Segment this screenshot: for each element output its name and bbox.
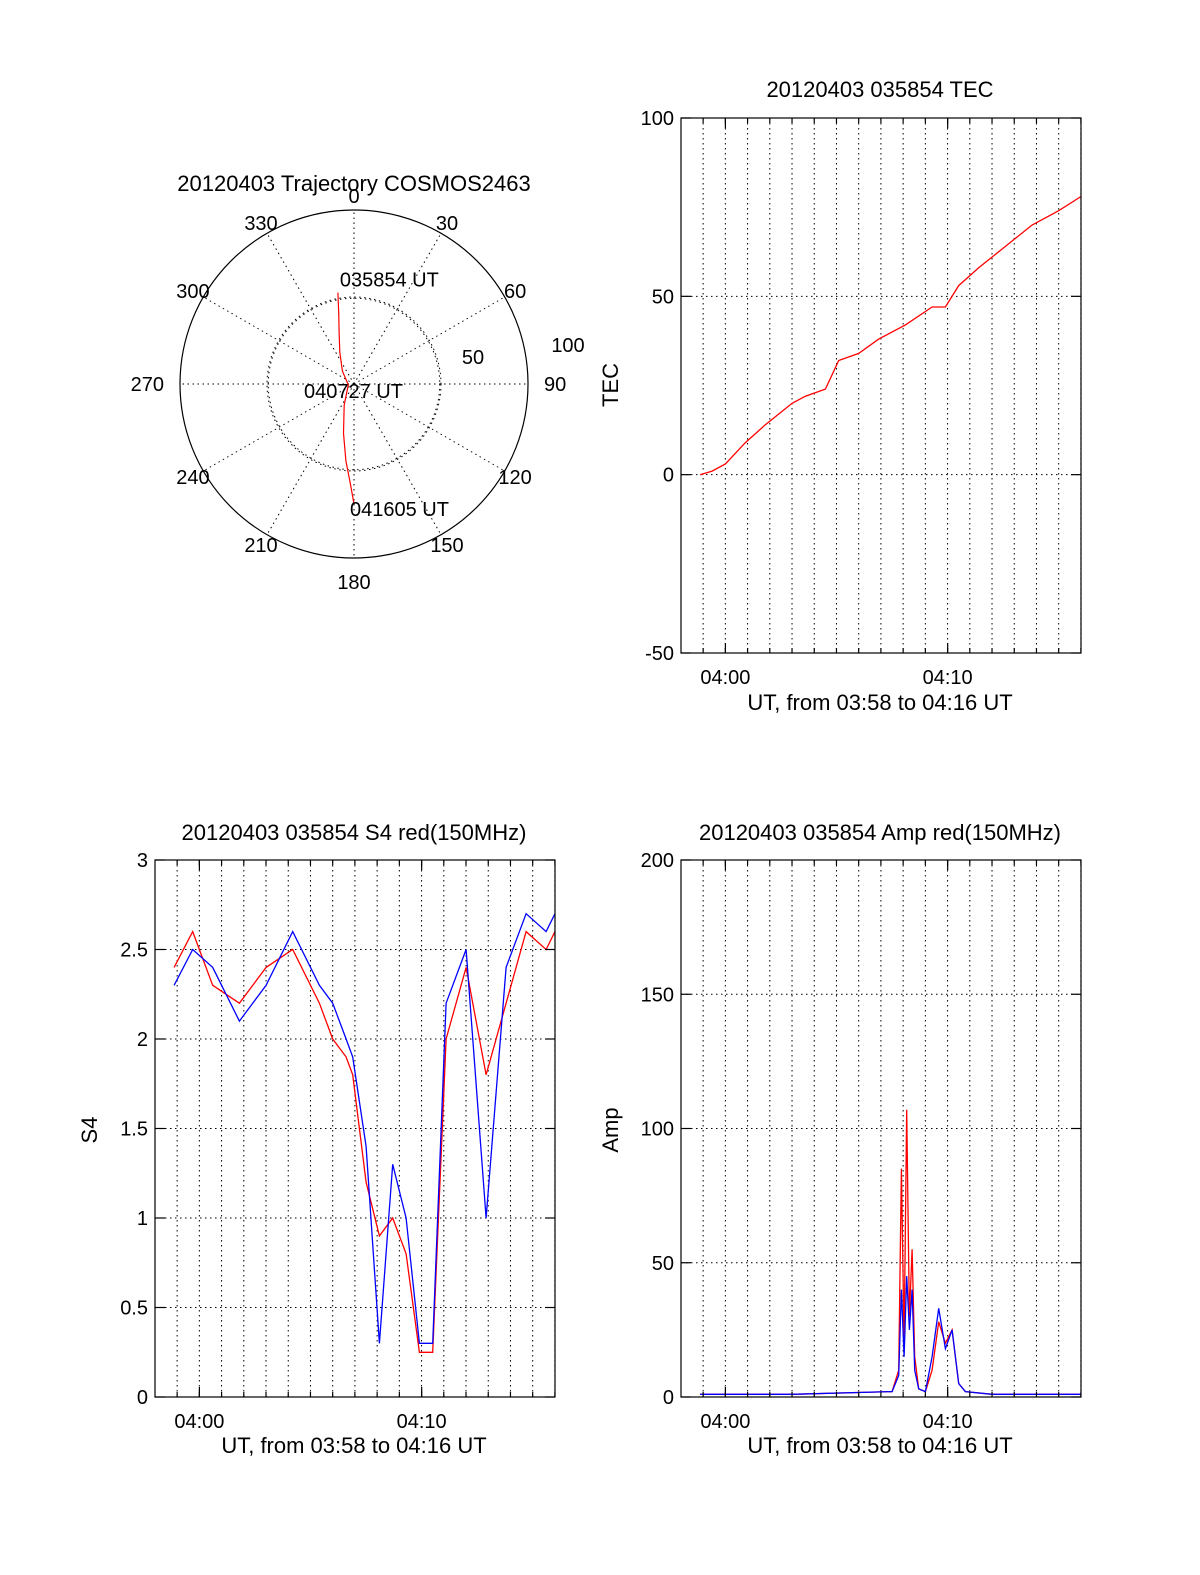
polar-labels: 0 30 60 90 120 150 180 210 240 270 300 330 50 100 <box>131 186 585 594</box>
polar-outer-ring <box>179 209 529 559</box>
s4-series-line-1 <box>173 912 556 1344</box>
tec-panel: 20120403 035854 TEC 04:00 04:10-50050100 … <box>598 77 1082 715</box>
amp-xlabel: UT, from 03:58 to 04:16 UT <box>747 1433 1012 1458</box>
azimuth-label: 240 <box>176 467 209 489</box>
tec-ytick-label: -50 <box>645 643 674 665</box>
s4-panel: 20120403 035854 S4 red(150MHz) 04:00 04:1… <box>77 820 556 1458</box>
amp-title: 20120403 035854 Amp red(150MHz) <box>699 820 1061 845</box>
amp-ytick-label: 0 <box>663 1387 674 1409</box>
azimuth-label: 180 <box>337 572 370 594</box>
s4-series <box>173 912 556 1353</box>
amp-panel: 20120403 035854 Amp red(150MHz) 04:00 04:… <box>598 820 1082 1458</box>
radial-label: 100 <box>551 335 584 357</box>
azimuth-label: 300 <box>176 281 209 303</box>
s4-ytick-label: 0.5 <box>120 1298 148 1320</box>
s4-xlabel: UT, from 03:58 to 04:16 UT <box>221 1433 486 1458</box>
tec-xtick-label: 04:00 <box>700 667 750 689</box>
s4-series-line-0 <box>173 930 556 1353</box>
amp-series-line-1 <box>700 1276 1081 1395</box>
s4-ticks: 04:00 04:10 0 0.5 1 1.5 2 2.5 3 <box>120 850 556 1433</box>
azimuth-label: 330 <box>244 213 277 235</box>
amp-ytick-label: 150 <box>641 984 674 1006</box>
polar-spoke <box>353 233 442 385</box>
amp-series-line-0 <box>700 1109 1081 1395</box>
polar-ring <box>266 296 442 472</box>
polar-spoke <box>353 383 442 535</box>
tec-grid <box>681 117 1082 654</box>
azimuth-label: 0 <box>348 186 359 208</box>
tec-title: 20120403 035854 TEC <box>766 77 993 102</box>
azimuth-label: 60 <box>504 281 526 303</box>
s4-ytick-label: 1 <box>137 1208 148 1230</box>
tec-ylabel: TEC <box>598 363 623 407</box>
polar-spoke <box>266 383 355 535</box>
trajectory-line <box>337 292 355 505</box>
polar-spoke <box>203 296 355 385</box>
amp-ytick-label: 100 <box>641 1119 674 1141</box>
tec-ytick-label: 0 <box>663 465 674 487</box>
tec-xtick-label: 04:10 <box>923 667 973 689</box>
s4-ytick-label: 2 <box>137 1029 148 1051</box>
s4-ytick-label: 3 <box>137 850 148 872</box>
azimuth-label: 270 <box>131 374 164 396</box>
azimuth-label: 90 <box>544 374 566 396</box>
s4-xtick-label: 04:00 <box>174 1411 224 1433</box>
s4-ytick-label: 0 <box>137 1387 148 1409</box>
tec-ytick-label: 100 <box>641 108 674 130</box>
amp-series <box>700 1109 1081 1395</box>
polar-grid <box>180 210 528 558</box>
radial-label: 50 <box>462 347 484 369</box>
s4-ytick-label: 2.5 <box>120 940 148 962</box>
azimuth-label: 30 <box>436 213 458 235</box>
trajectory-annotation: 040727 UT <box>304 381 403 403</box>
tec-ytick-label: 50 <box>652 286 674 308</box>
polar-panel: 20120403 Trajectory COSMOS2463 0 30 60 90 12… <box>131 171 585 594</box>
tec-series <box>699 195 1082 476</box>
trajectory-annotation: 035854 UT <box>340 270 439 292</box>
s4-ytick-label: 1.5 <box>120 1119 148 1141</box>
azimuth-label: 120 <box>498 467 531 489</box>
amp-xtick-label: 04:00 <box>700 1411 750 1433</box>
polar-ring <box>267 297 441 471</box>
polar-spoke <box>203 383 355 472</box>
trajectory-annotation: 041605 UT <box>350 499 449 521</box>
amp-ytick-label: 200 <box>641 850 674 872</box>
azimuth-label: 150 <box>430 535 463 557</box>
polar-spoke <box>353 296 505 385</box>
tec-series-line-0 <box>699 195 1082 476</box>
amp-xtick-label: 04:10 <box>923 1411 973 1433</box>
polar-spoke <box>353 383 505 472</box>
s4-grid <box>155 859 556 1398</box>
amp-ytick-label: 50 <box>652 1253 674 1275</box>
s4-xtick-label: 04:10 <box>397 1411 447 1433</box>
s4-title: 20120403 035854 S4 red(150MHz) <box>182 820 527 845</box>
azimuth-label: 210 <box>244 535 277 557</box>
tec-xlabel: UT, from 03:58 to 04:16 UT <box>747 690 1012 715</box>
polar-title: 20120403 Trajectory COSMOS2463 <box>177 171 530 196</box>
trajectory-annotations: 035854 UT 040727 UT 041605 UT <box>304 270 449 521</box>
polar-spoke <box>266 233 355 385</box>
amp-ylabel: Amp <box>598 1107 623 1152</box>
s4-ylabel: S4 <box>77 1117 102 1144</box>
amp-grid <box>681 859 1082 1398</box>
tec-ticks: 04:00 04:10 -50 0 50 100 <box>641 108 1082 689</box>
amp-ticks: 04:00 04:10 0 50 100 150 200 <box>641 850 1082 1433</box>
